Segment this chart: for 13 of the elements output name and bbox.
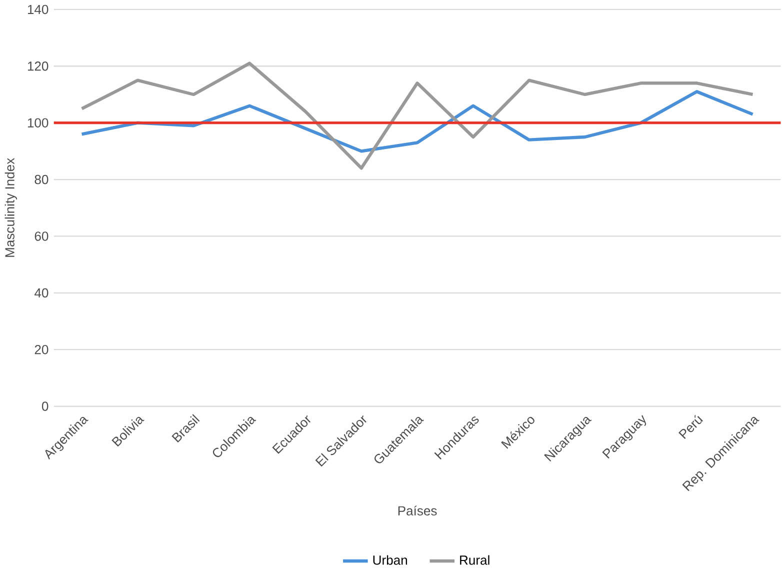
y-axis-title: Masculinity Index [4,158,17,258]
y-tick-label: 40 [34,288,48,298]
y-tick-label: 100 [28,118,48,128]
x-axis-title: Países [398,506,437,516]
legend-label: Urban [373,555,408,565]
y-tick-label: 140 [28,5,48,14]
y-tick-label: 0 [42,402,48,412]
y-tick-label: 80 [34,175,48,184]
y-tick-label: 60 [34,232,48,242]
y-tick-label: 20 [34,345,48,354]
y-tick-label: 120 [28,62,48,71]
line-series [80,62,754,170]
legend-label: Rural [460,555,490,565]
